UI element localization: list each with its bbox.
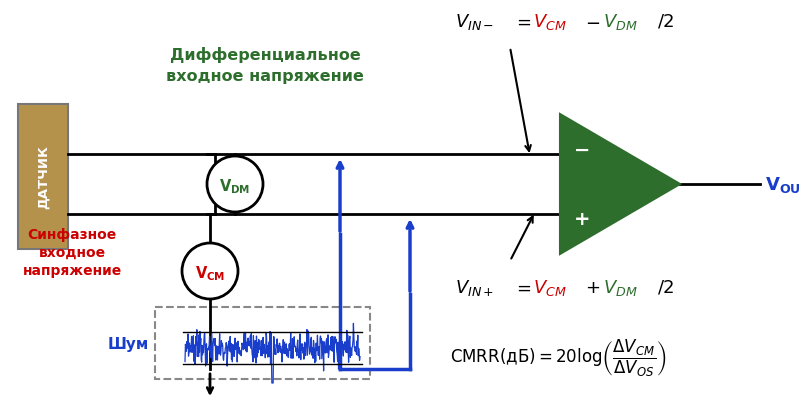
Text: ДАТЧИК: ДАТЧИК: [37, 145, 50, 209]
Text: $\mathbf{V_{DM}}$: $\mathbf{V_{DM}}$: [219, 177, 250, 196]
Polygon shape: [560, 115, 680, 254]
Circle shape: [207, 157, 263, 213]
Text: $V_{DM}$: $V_{DM}$: [603, 12, 638, 32]
Text: $\mathrm{CMRR(дБ)}=20\log\!\left(\dfrac{\Delta V_{CM}}{\Delta V_{OS}}\right)$: $\mathrm{CMRR(дБ)}=20\log\!\left(\dfrac{…: [450, 337, 666, 378]
Text: $V_{DM}$: $V_{DM}$: [603, 277, 638, 297]
Text: $-$: $-$: [585, 13, 600, 31]
Bar: [155, 307, 370, 379]
Text: $V_{IN+}$: $V_{IN+}$: [455, 277, 494, 297]
Text: −: −: [574, 140, 590, 159]
Text: $V_{IN-}$: $V_{IN-}$: [455, 12, 494, 32]
Text: Дифференциальное: Дифференциальное: [170, 47, 360, 63]
Text: входное: входное: [38, 245, 106, 259]
Text: $+$: $+$: [585, 278, 600, 296]
Bar: [18, 105, 68, 249]
Text: Шум: Шум: [107, 337, 149, 352]
Text: $V_{CM}$: $V_{CM}$: [533, 12, 566, 32]
Text: $\mathbf{V_{CM}}$: $\mathbf{V_{CM}}$: [195, 264, 225, 283]
Text: $/2$: $/2$: [657, 278, 674, 296]
Text: $\mathbf{V_{OUT}}$: $\mathbf{V_{OUT}}$: [765, 175, 800, 195]
Text: напряжение: напряжение: [22, 263, 122, 277]
Text: +: +: [574, 210, 590, 229]
Text: $/2$: $/2$: [657, 13, 674, 31]
Text: $=$: $=$: [513, 278, 532, 296]
Text: $V_{CM}$: $V_{CM}$: [533, 277, 566, 297]
Text: Синфазное: Синфазное: [27, 227, 117, 241]
Text: входное напряжение: входное напряжение: [166, 68, 364, 83]
Circle shape: [182, 243, 238, 299]
Text: $=$: $=$: [513, 13, 532, 31]
